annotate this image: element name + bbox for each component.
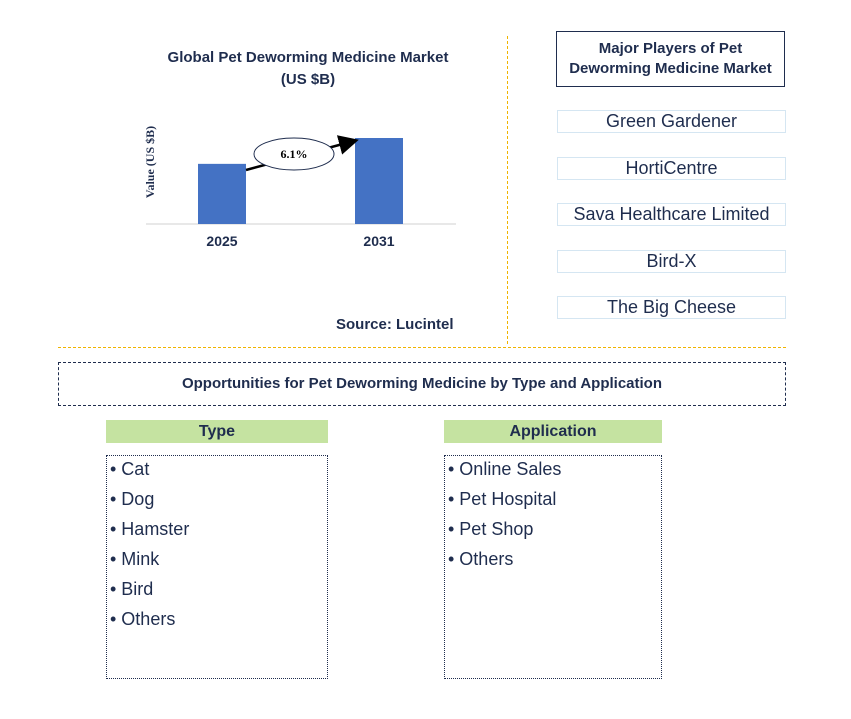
type-list: • Cat • Dog • Hamster • Mink • Bird • Ot…: [107, 454, 327, 634]
opportunities-title: Opportunities for Pet Deworming Medicine…: [58, 362, 786, 406]
application-list: • Online Sales • Pet Hospital • Pet Shop…: [445, 454, 661, 574]
players-title: Major Players of Pet Deworming Medicine …: [556, 31, 785, 87]
list-item: • Mink: [110, 549, 160, 569]
chart-title: Global Pet Deworming Medicine Market (US…: [167, 49, 449, 88]
list-item: • Online Sales: [448, 459, 562, 479]
bar-2025: [198, 163, 246, 224]
vertical-divider: [507, 36, 508, 344]
horizontal-divider: [58, 347, 786, 348]
growth-annotation: 6.1%: [245, 135, 359, 172]
player-item: The Big Cheese: [557, 296, 786, 319]
source-note: Source: Lucintel: [336, 316, 454, 333]
x-tick-label: 2031: [363, 233, 394, 249]
list-item: • Dog: [110, 489, 155, 509]
growth-ellipse: [253, 137, 335, 171]
growth-rate-label: 6.1%: [281, 147, 308, 161]
y-axis-label: Value (US $B): [143, 126, 157, 198]
type-header: Type: [106, 420, 328, 443]
list-item: • Cat: [110, 459, 150, 479]
application-list-box: • Online Sales • Pet Hospital • Pet Shop…: [444, 455, 662, 679]
list-item: • Pet Shop: [448, 519, 534, 539]
player-item: Bird-X: [557, 250, 786, 273]
player-item: Green Gardener: [557, 110, 786, 133]
type-list-box: • Cat • Dog • Hamster • Mink • Bird • Ot…: [106, 455, 328, 679]
application-header: Application: [444, 420, 662, 443]
bar-chart: Value (US $B) 2025 2031 6.1%: [143, 126, 456, 249]
player-item: Sava Healthcare Limited: [557, 203, 786, 226]
list-item: • Others: [448, 549, 514, 569]
x-tick-label: 2025: [206, 233, 237, 249]
list-item: • Pet Hospital: [448, 489, 557, 509]
list-item: • Others: [110, 609, 176, 629]
player-item: HortiCentre: [557, 157, 786, 180]
bar-2031: [355, 138, 403, 224]
list-item: • Hamster: [110, 519, 190, 539]
list-item: • Bird: [110, 579, 154, 599]
